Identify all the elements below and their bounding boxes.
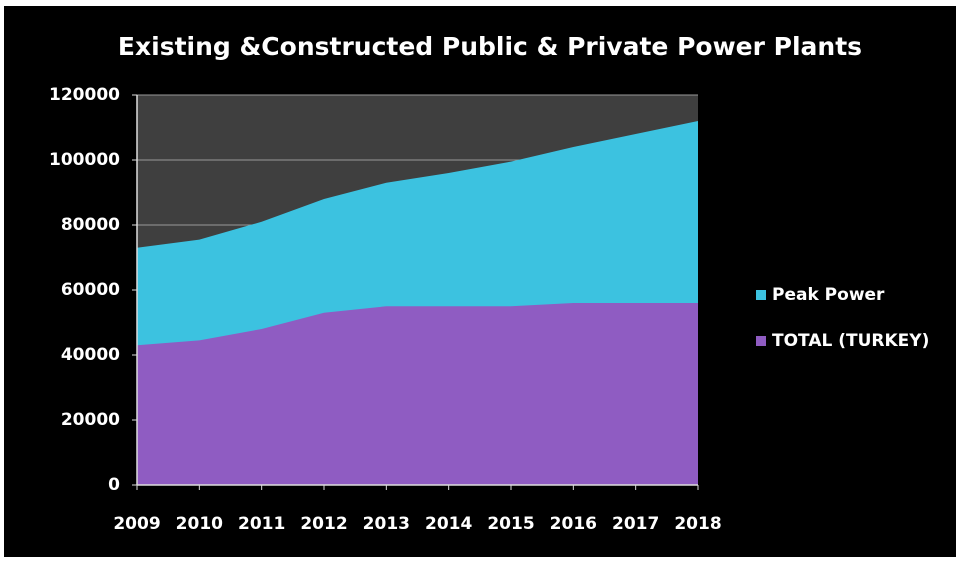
x-tick-label: 2011 (238, 514, 285, 534)
y-tick-label: 0 (108, 475, 120, 495)
x-tick-label: 2009 (113, 514, 160, 534)
area (137, 303, 698, 485)
x-tick-label: 2013 (363, 514, 410, 534)
x-tick-label: 2014 (425, 514, 472, 534)
y-tick-label: 20000 (61, 410, 120, 430)
y-tick-label: 80000 (61, 215, 120, 235)
x-tick-label: 2016 (550, 514, 597, 534)
x-tick-label: 2015 (487, 514, 534, 534)
y-tick-label: 100000 (49, 150, 120, 170)
x-tick-label: 2017 (612, 514, 659, 534)
legend-label: TOTAL (TURKEY) (772, 331, 929, 351)
chart-title: Existing &Constructed Public & Private P… (118, 32, 862, 61)
legend-swatch (756, 336, 766, 346)
x-tick-label: 2018 (674, 514, 721, 534)
x-tick-label: 2012 (300, 514, 347, 534)
y-tick-label: 120000 (49, 85, 120, 105)
y-tick-label: 40000 (61, 345, 120, 365)
x-tick-label: 2010 (176, 514, 223, 534)
y-tick-label: 60000 (61, 280, 120, 300)
legend-swatch (756, 290, 766, 300)
legend-label: Peak Power (772, 285, 885, 305)
